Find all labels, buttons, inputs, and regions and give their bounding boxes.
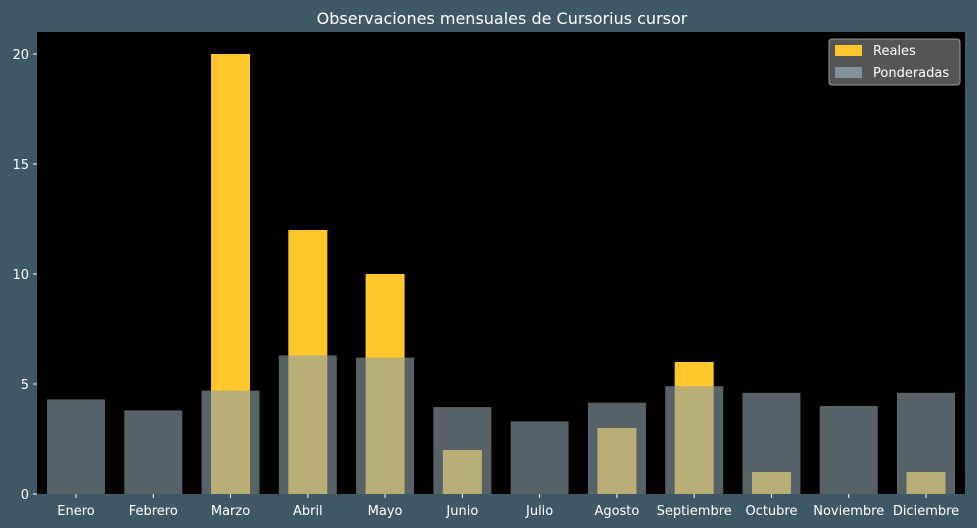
bar-ponderadas — [278, 355, 337, 494]
bar-ponderadas — [356, 357, 415, 494]
x-tick-label: Diciembre — [893, 504, 959, 519]
x-tick-label: Enero — [57, 504, 95, 519]
x-tick-label: Abril — [293, 504, 323, 519]
chart-title: Observaciones mensuales de Cursorius cur… — [317, 9, 688, 28]
y-tick-label: 20 — [12, 48, 29, 63]
bar-ponderadas — [819, 406, 878, 494]
bar-ponderadas — [587, 402, 646, 494]
x-tick-label: Julio — [525, 504, 553, 519]
axes: 0 5 10 15 20 Enero Febrero Marzo Abril Mayo Junio J… — [12, 48, 959, 519]
x-tick-label: Mayo — [368, 504, 403, 519]
x-tick-label: Marzo — [211, 504, 250, 519]
y-tick-label: 10 — [12, 268, 29, 283]
plot-area — [37, 32, 965, 494]
bar-ponderadas — [201, 390, 260, 494]
legend: Reales Ponderadas — [828, 38, 961, 86]
x-tick-label: Octubre — [745, 504, 797, 519]
legend-swatch — [835, 45, 862, 56]
x-tick-label: Septiembre — [657, 504, 732, 519]
x-tick-label: Febrero — [129, 504, 178, 519]
legend-label: Reales — [873, 44, 916, 59]
bar-ponderadas — [897, 392, 955, 494]
y-tick-label: 0 — [21, 488, 29, 503]
legend-label: Ponderadas — [873, 66, 949, 81]
y-tick-label: 5 — [21, 378, 29, 393]
x-tick-label: Junio — [445, 504, 478, 519]
bar-ponderadas — [742, 392, 801, 494]
bar-ponderadas — [47, 399, 105, 494]
x-tick-label: Noviembre — [813, 504, 884, 519]
x-tick-label: Agosto — [594, 504, 639, 519]
series-ponderadas-bars — [47, 355, 955, 494]
bar-ponderadas — [433, 407, 492, 494]
y-tick-label: 15 — [12, 158, 29, 173]
legend-swatch — [835, 67, 862, 78]
bar-ponderadas — [510, 421, 569, 494]
bar-ponderadas — [124, 410, 183, 494]
bar-ponderadas — [665, 386, 724, 494]
